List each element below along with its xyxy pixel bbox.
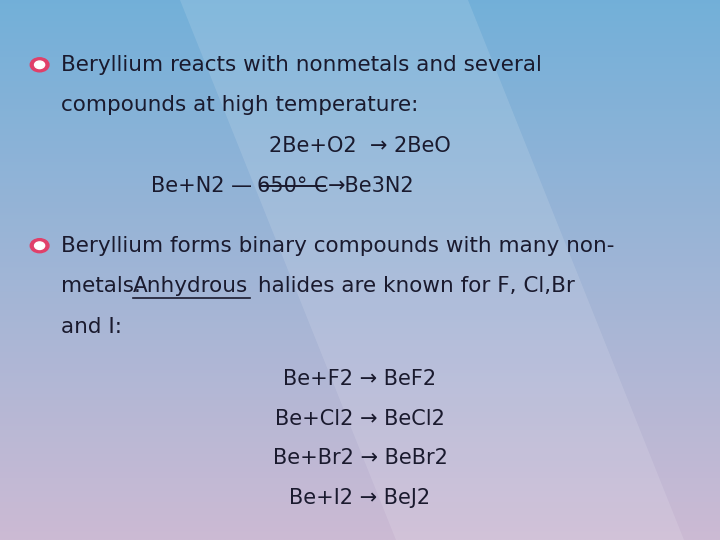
Text: →Be3N2: →Be3N2 bbox=[328, 176, 414, 197]
Text: compounds at high temperature:: compounds at high temperature: bbox=[61, 95, 418, 116]
Text: Beryllium forms binary compounds with many non-: Beryllium forms binary compounds with ma… bbox=[61, 235, 615, 256]
Text: and I:: and I: bbox=[61, 316, 122, 337]
Text: 2Be+O2  → 2BeO: 2Be+O2 → 2BeO bbox=[269, 136, 451, 156]
Text: 650° C: 650° C bbox=[256, 176, 328, 197]
Text: halides are known for F, Cl,Br: halides are known for F, Cl,Br bbox=[251, 276, 575, 296]
Circle shape bbox=[35, 61, 45, 69]
Polygon shape bbox=[180, 0, 684, 540]
Text: Be+F2 → BeF2: Be+F2 → BeF2 bbox=[284, 369, 436, 389]
Text: metals.: metals. bbox=[61, 276, 148, 296]
Circle shape bbox=[30, 239, 49, 253]
Text: Be+I2 → BeJ2: Be+I2 → BeJ2 bbox=[289, 488, 431, 508]
Text: Beryllium reacts with nonmetals and several: Beryllium reacts with nonmetals and seve… bbox=[61, 55, 542, 75]
Text: Anhydrous: Anhydrous bbox=[133, 276, 248, 296]
Circle shape bbox=[30, 58, 49, 72]
Text: Be+Br2 → BeBr2: Be+Br2 → BeBr2 bbox=[273, 448, 447, 468]
Circle shape bbox=[35, 242, 45, 249]
Text: Be+N2 —: Be+N2 — bbox=[151, 176, 252, 197]
Text: Be+Cl2 → BeCl2: Be+Cl2 → BeCl2 bbox=[275, 409, 445, 429]
